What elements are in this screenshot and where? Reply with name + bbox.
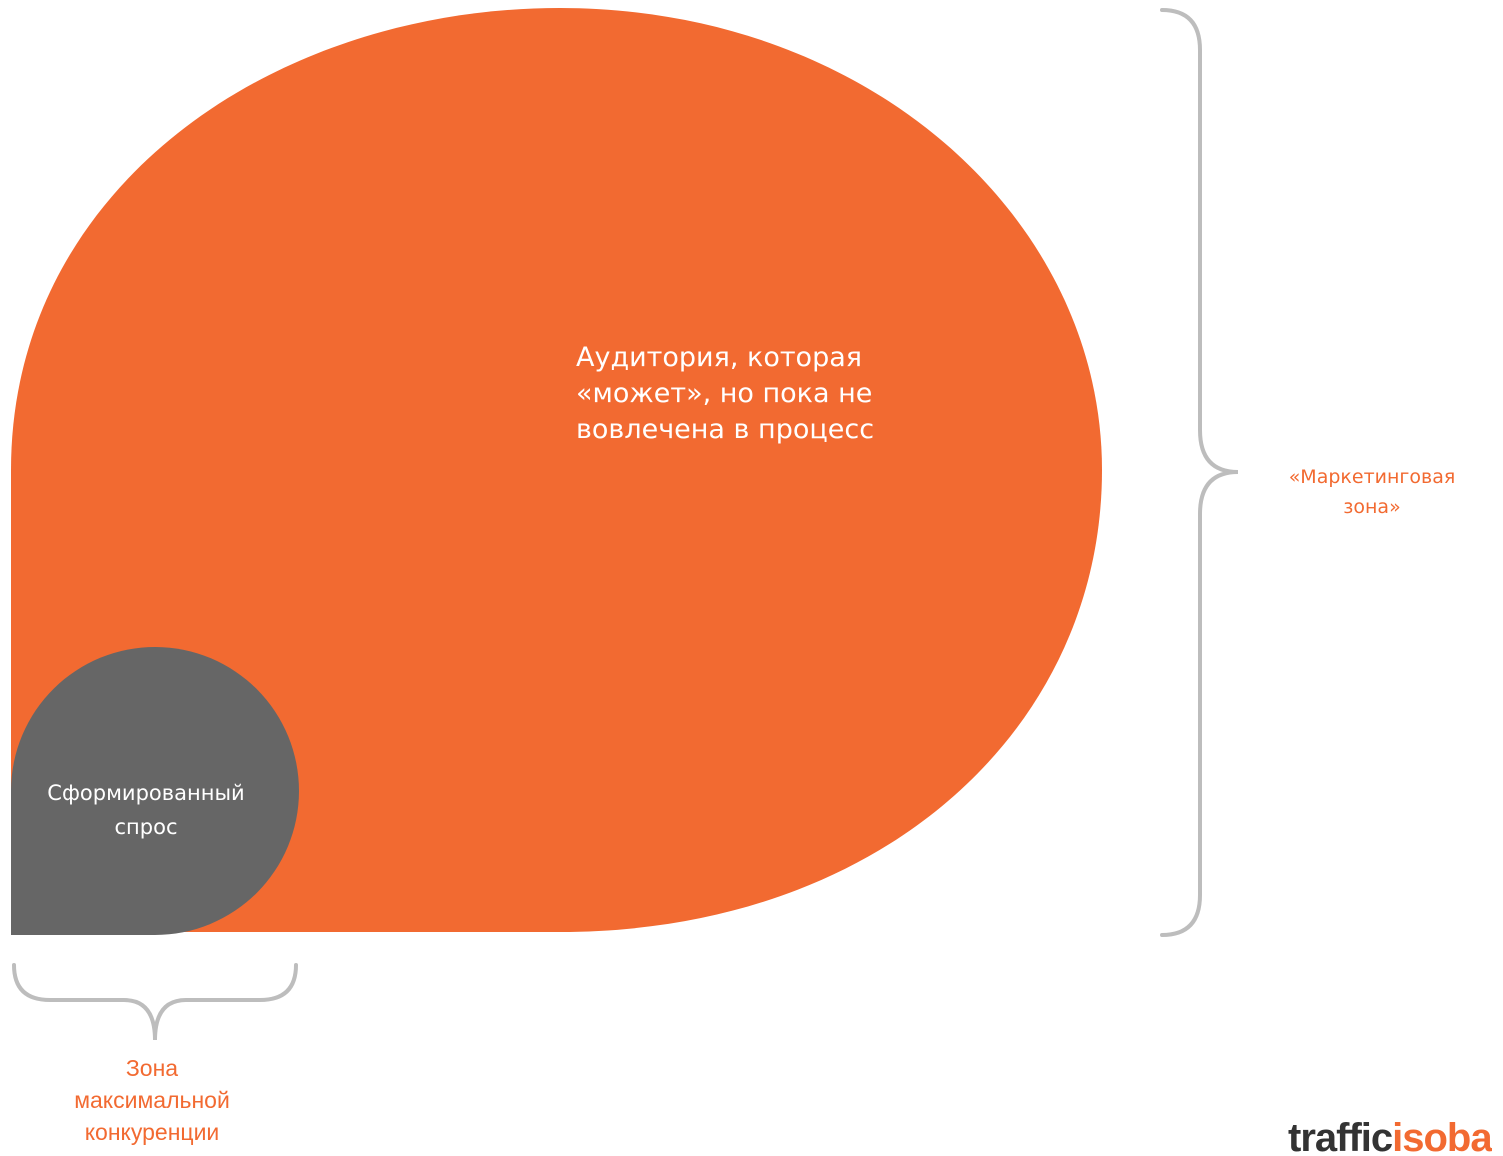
demand-shape [11,647,299,935]
marketing-zone-label: «Маркетинговая зона» [1288,466,1456,518]
trafficisobar-logo: trafficisoba [1288,1112,1492,1156]
audience-label: Аудитория, которая «может», но пока не в… [576,342,875,445]
formed-demand-label: Сформированный спрос [47,781,245,839]
logo-text-isoba: isoba [1392,1116,1492,1156]
competition-zone-brace [12,963,298,1041]
competition-zone-label: Зона максимальной конкуренции [74,1055,230,1145]
logo-text-traffic: traffic [1288,1116,1393,1156]
audience-shape [11,8,1102,932]
marketing-zone-brace [1160,8,1239,937]
